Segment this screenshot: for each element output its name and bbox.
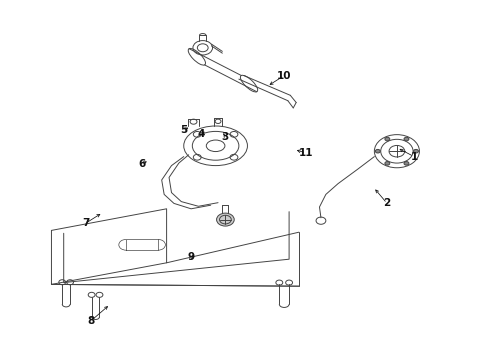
Text: 9: 9 [188, 252, 195, 262]
Text: 6: 6 [139, 159, 146, 169]
Circle shape [385, 162, 390, 165]
Text: 11: 11 [299, 148, 314, 158]
Text: 2: 2 [384, 198, 391, 208]
Text: 3: 3 [222, 132, 229, 142]
Text: 5: 5 [180, 125, 187, 135]
Circle shape [404, 137, 409, 141]
Circle shape [217, 213, 234, 226]
Text: 8: 8 [87, 316, 94, 326]
Text: 7: 7 [82, 218, 90, 228]
Circle shape [404, 162, 409, 165]
Circle shape [375, 149, 380, 153]
Text: 10: 10 [277, 71, 292, 81]
Text: 4: 4 [197, 129, 205, 139]
Text: 1: 1 [411, 152, 417, 162]
Circle shape [385, 137, 390, 141]
Circle shape [414, 149, 418, 153]
